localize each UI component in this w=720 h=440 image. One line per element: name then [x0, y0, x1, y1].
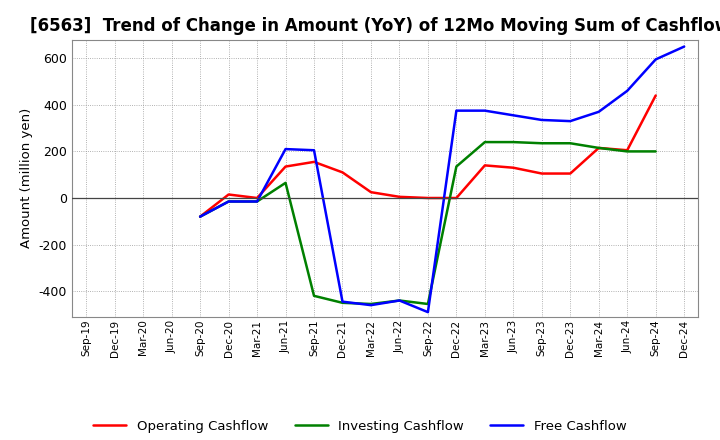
- Operating Cashflow: [282, 164, 290, 169]
- Operating Cashflow: [366, 190, 375, 195]
- Free Cashflow: [452, 108, 461, 113]
- Free Cashflow: [196, 214, 204, 219]
- Investing Cashflow: [566, 141, 575, 146]
- Y-axis label: Amount (million yen): Amount (million yen): [20, 108, 33, 248]
- Line: Investing Cashflow: Investing Cashflow: [200, 142, 656, 304]
- Free Cashflow: [652, 57, 660, 62]
- Investing Cashflow: [225, 199, 233, 204]
- Line: Operating Cashflow: Operating Cashflow: [200, 95, 656, 216]
- Investing Cashflow: [366, 301, 375, 307]
- Operating Cashflow: [623, 147, 631, 153]
- Investing Cashflow: [395, 298, 404, 303]
- Investing Cashflow: [282, 180, 290, 186]
- Free Cashflow: [225, 199, 233, 204]
- Legend: Operating Cashflow, Investing Cashflow, Free Cashflow: Operating Cashflow, Investing Cashflow, …: [88, 414, 632, 438]
- Free Cashflow: [310, 147, 318, 153]
- Free Cashflow: [680, 44, 688, 49]
- Operating Cashflow: [452, 195, 461, 201]
- Operating Cashflow: [566, 171, 575, 176]
- Free Cashflow: [366, 303, 375, 308]
- Free Cashflow: [480, 108, 489, 113]
- Free Cashflow: [537, 117, 546, 123]
- Operating Cashflow: [395, 194, 404, 199]
- Investing Cashflow: [652, 149, 660, 154]
- Free Cashflow: [623, 88, 631, 93]
- Operating Cashflow: [480, 163, 489, 168]
- Investing Cashflow: [509, 139, 518, 145]
- Title: [6563]  Trend of Change in Amount (YoY) of 12Mo Moving Sum of Cashflows: [6563] Trend of Change in Amount (YoY) o…: [30, 17, 720, 35]
- Free Cashflow: [566, 118, 575, 124]
- Investing Cashflow: [537, 141, 546, 146]
- Investing Cashflow: [452, 164, 461, 169]
- Free Cashflow: [338, 299, 347, 304]
- Free Cashflow: [423, 309, 432, 315]
- Operating Cashflow: [595, 145, 603, 150]
- Operating Cashflow: [253, 195, 261, 201]
- Operating Cashflow: [537, 171, 546, 176]
- Investing Cashflow: [623, 149, 631, 154]
- Investing Cashflow: [480, 139, 489, 145]
- Free Cashflow: [395, 298, 404, 303]
- Investing Cashflow: [595, 145, 603, 150]
- Free Cashflow: [509, 113, 518, 118]
- Investing Cashflow: [253, 199, 261, 204]
- Operating Cashflow: [196, 214, 204, 219]
- Investing Cashflow: [423, 301, 432, 307]
- Free Cashflow: [282, 147, 290, 152]
- Operating Cashflow: [338, 170, 347, 175]
- Operating Cashflow: [225, 192, 233, 197]
- Operating Cashflow: [310, 159, 318, 165]
- Operating Cashflow: [423, 195, 432, 201]
- Investing Cashflow: [196, 214, 204, 219]
- Investing Cashflow: [338, 300, 347, 305]
- Free Cashflow: [595, 109, 603, 114]
- Investing Cashflow: [310, 293, 318, 298]
- Line: Free Cashflow: Free Cashflow: [200, 47, 684, 312]
- Operating Cashflow: [509, 165, 518, 170]
- Operating Cashflow: [652, 93, 660, 98]
- Free Cashflow: [253, 199, 261, 204]
